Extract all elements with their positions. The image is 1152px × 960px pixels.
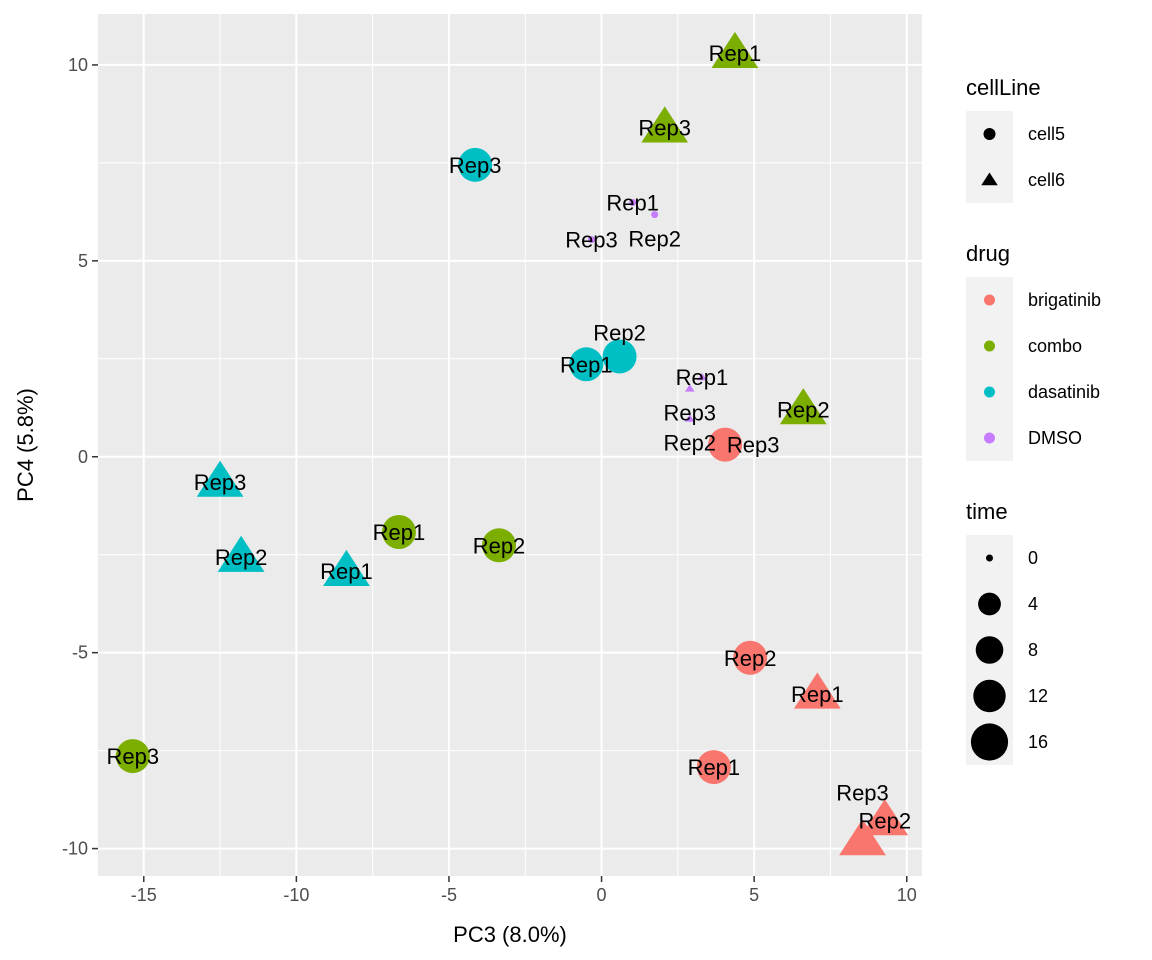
legend-label: 8 bbox=[1028, 640, 1038, 660]
legend-label: DMSO bbox=[1028, 428, 1082, 448]
x-tick-label: 10 bbox=[897, 885, 917, 905]
point-dasatinib-cell6 bbox=[217, 535, 265, 572]
point-DMSO-cell5 bbox=[587, 236, 595, 244]
x-tick-label: -15 bbox=[131, 885, 157, 905]
legend-key-background bbox=[966, 111, 1013, 203]
legend-key-time-12 bbox=[973, 679, 1006, 713]
legend-key-time-16 bbox=[970, 723, 1009, 761]
legend-key-dasatinib bbox=[984, 386, 995, 398]
point-dasatinib-cell5 bbox=[458, 147, 493, 182]
legend-key-DMSO bbox=[984, 432, 995, 444]
point-label: Rep3 bbox=[836, 780, 889, 805]
x-tick-label: -5 bbox=[441, 885, 457, 905]
legend-label: cell5 bbox=[1028, 124, 1065, 144]
legend-title-time: time bbox=[966, 499, 1008, 524]
point-dasatinib-cell6 bbox=[196, 460, 244, 497]
legend-key-combo bbox=[984, 340, 995, 352]
legend-label: dasatinib bbox=[1028, 382, 1100, 402]
legend: cellLine cell5 cell6 drug brigatinib combo das… bbox=[966, 75, 1101, 765]
legend-key-time-4 bbox=[978, 592, 1001, 616]
point-label: Rep1 bbox=[373, 520, 426, 545]
point-label: Rep2 bbox=[724, 646, 777, 671]
point-label: Rep1 bbox=[676, 365, 729, 390]
point-combo-cell5 bbox=[381, 514, 416, 549]
point-dasatinib-cell6 bbox=[323, 549, 370, 587]
point-label: Rep2 bbox=[777, 397, 830, 422]
point-label: Rep2 bbox=[593, 320, 646, 345]
point-brigatinib-cell6 bbox=[793, 672, 841, 709]
point-label: Rep2 bbox=[628, 227, 681, 252]
y-tick-label: 10 bbox=[68, 55, 88, 75]
point-label: Rep3 bbox=[638, 116, 691, 141]
point-brigatinib-cell6 bbox=[839, 819, 886, 856]
point-label: Rep1 bbox=[320, 559, 373, 584]
point-label: Rep3 bbox=[727, 433, 780, 458]
point-label: Rep3 bbox=[565, 228, 618, 253]
legend-key-brigatinib bbox=[984, 294, 995, 306]
point-label: Rep2 bbox=[858, 808, 911, 833]
point-combo-cell5 bbox=[482, 528, 517, 563]
point-label: Rep1 bbox=[709, 41, 762, 66]
legend-label: 4 bbox=[1028, 594, 1038, 614]
legend-label: 12 bbox=[1028, 686, 1048, 706]
legend-label: brigatinib bbox=[1028, 290, 1101, 310]
point-label: Rep2 bbox=[473, 533, 526, 558]
point-label: Rep2 bbox=[215, 545, 268, 570]
point-DMSO-cell6 bbox=[684, 384, 695, 392]
point-label: Rep3 bbox=[106, 744, 159, 769]
legend-key-cell6 bbox=[981, 172, 998, 186]
point-DMSO-cell5 bbox=[629, 198, 637, 206]
axes: -15 -10 -5 0 5 10 -10 -5 0 5 10 bbox=[62, 55, 917, 905]
y-tick-label: -5 bbox=[72, 643, 88, 663]
point-DMSO-cell6 bbox=[697, 372, 707, 381]
y-axis-title: PC4 (5.8%) bbox=[13, 388, 38, 502]
legend-label: combo bbox=[1028, 336, 1082, 356]
point-combo-cell6 bbox=[711, 31, 759, 69]
legend-key-cell5 bbox=[983, 128, 996, 140]
legend-key-background bbox=[966, 277, 1013, 461]
x-tick-label: 5 bbox=[749, 885, 759, 905]
y-tick-label: 0 bbox=[78, 447, 88, 467]
point-combo-cell5 bbox=[115, 739, 150, 774]
legend-key-time-8 bbox=[975, 636, 1004, 664]
point-dasatinib-cell5 bbox=[569, 347, 604, 382]
point-label: Rep3 bbox=[663, 401, 716, 426]
point-combo-cell6 bbox=[779, 388, 827, 425]
point-label: Rep3 bbox=[194, 470, 247, 495]
point-DMSO-cell5 bbox=[651, 211, 659, 219]
legend-label: cell6 bbox=[1028, 170, 1065, 190]
legend-label: 0 bbox=[1028, 548, 1038, 568]
point-combo-cell6 bbox=[641, 106, 689, 143]
point-DMSO-cell6 bbox=[684, 414, 695, 422]
point-label: Rep1 bbox=[606, 190, 659, 215]
panel-background bbox=[98, 14, 922, 876]
point-dasatinib-cell5 bbox=[602, 339, 637, 374]
grid-lines bbox=[98, 14, 922, 876]
legend-key-time-0 bbox=[986, 554, 993, 562]
point-labels: Rep1 Rep3 Rep3 Rep1 Rep2 Rep3 Rep1 Rep2 Rep1 Rep3… bbox=[106, 41, 911, 833]
point-brigatinib-cell5 bbox=[708, 427, 743, 462]
y-tick-label: 5 bbox=[78, 251, 88, 271]
point-label: Rep2 bbox=[663, 431, 716, 456]
point-label: Rep3 bbox=[449, 153, 502, 178]
legend-label: 16 bbox=[1028, 732, 1048, 752]
point-brigatinib-cell6 bbox=[861, 799, 909, 836]
x-axis-title: PC3 (8.0%) bbox=[453, 922, 567, 947]
y-tick-label: -10 bbox=[62, 839, 88, 859]
point-brigatinib-cell5 bbox=[733, 640, 768, 675]
legend-title-drug: drug bbox=[966, 241, 1010, 266]
point-label: Rep1 bbox=[791, 682, 844, 707]
point-brigatinib-cell5 bbox=[696, 750, 731, 785]
point-label: Rep1 bbox=[560, 352, 613, 377]
x-tick-label: 0 bbox=[597, 885, 607, 905]
legend-title-cellLine: cellLine bbox=[966, 75, 1041, 100]
data-points bbox=[115, 31, 909, 856]
x-tick-label: -10 bbox=[283, 885, 309, 905]
point-label: Rep1 bbox=[688, 755, 741, 780]
